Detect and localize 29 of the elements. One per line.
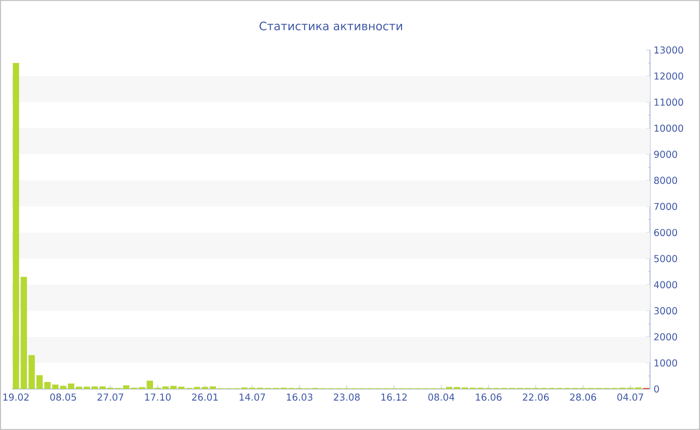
y-tick-label: 4000 — [654, 281, 678, 288]
y-tick-label: 2000 — [654, 333, 678, 340]
y-tick-label: 11000 — [654, 98, 684, 106]
y-tick-label: 9000 — [654, 150, 678, 158]
y-tick-label: 7000 — [654, 202, 678, 210]
chart-title: Статистика активности — [260, 22, 402, 30]
y-tick-label: 1000 — [654, 359, 678, 367]
y-tick-label: 13000 — [654, 46, 684, 54]
x-tick-label: 04.07 — [617, 394, 644, 401]
x-tick-label: 16.12 — [381, 394, 407, 401]
x-tick-label: 17.10 — [145, 394, 171, 401]
x-tick-label: 08.04 — [428, 394, 454, 401]
x-tick-label: 08.05 — [50, 394, 76, 401]
x-tick-label: 22.06 — [522, 394, 549, 401]
x-tick-label: 28.06 — [570, 394, 596, 401]
x-tick-label: 16.03 — [286, 394, 312, 401]
x-tick-label: 14.07 — [240, 394, 266, 401]
y-tick-label: 10000 — [654, 124, 684, 132]
y-tick-label: 3000 — [654, 307, 678, 314]
y-tick-label: 5000 — [654, 255, 678, 262]
y-tick-label: 0 — [654, 385, 659, 393]
y-tick-label: 6000 — [654, 228, 678, 236]
x-tick-label: 16.06 — [476, 394, 502, 401]
x-tick-label: 27.07 — [98, 394, 124, 401]
x-tick-label: 19.02 — [3, 394, 29, 401]
x-tick-label: 23.08 — [334, 394, 360, 401]
x-tick-label: 26.01 — [192, 394, 218, 401]
y-tick-label: 12000 — [654, 72, 684, 80]
y-tick-label: 8000 — [654, 176, 678, 184]
